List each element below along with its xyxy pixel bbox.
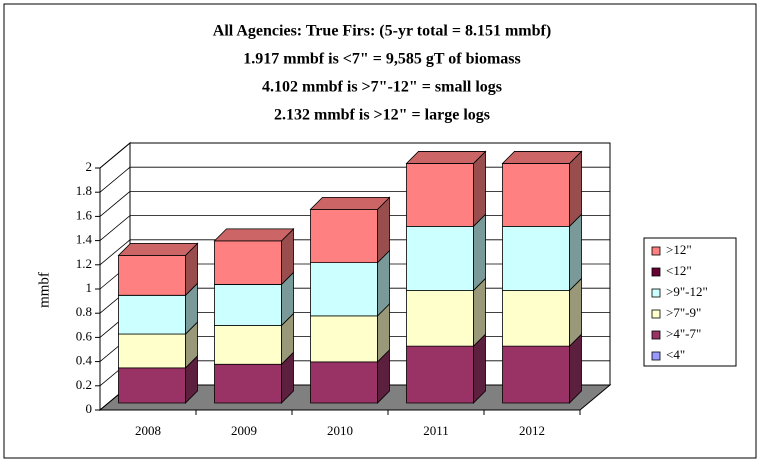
bar-segment	[310, 249, 390, 317]
bar-segment	[310, 302, 390, 363]
bar-segment	[310, 348, 390, 404]
legend-label: >12"	[666, 242, 692, 257]
bar-segment	[406, 150, 486, 228]
bar-segment	[118, 282, 198, 335]
bar-top	[117, 242, 199, 256]
y-tick-label: 1	[86, 280, 93, 295]
legend-label: <12"	[666, 263, 692, 278]
bar-segment	[118, 321, 198, 369]
y-tick-label: 1.8	[76, 183, 92, 198]
bar-segment	[118, 242, 198, 297]
bar-face	[473, 213, 486, 292]
bar-face	[118, 254, 186, 296]
bar-face	[406, 225, 474, 291]
y-tick-label: 0.2	[76, 377, 92, 392]
x-tick-label: 2010	[327, 423, 353, 438]
bar-face	[310, 262, 378, 317]
legend-label: >4"-7"	[666, 326, 701, 341]
bar-segment	[214, 312, 294, 366]
x-tick-label: 2008	[135, 423, 161, 438]
legend-swatch	[651, 309, 661, 319]
bar-face	[569, 150, 582, 228]
y-tick-label: 0	[86, 401, 93, 416]
bar-face	[118, 367, 186, 404]
bar-segment	[310, 196, 390, 264]
legend	[643, 237, 737, 367]
bar-face	[310, 208, 378, 264]
y-tick-label: 0.4	[76, 353, 93, 368]
y-tick-label: 1.2	[76, 256, 92, 271]
bar-segment	[502, 333, 582, 404]
y-tick-label: 0.6	[76, 328, 93, 343]
legend-swatch	[651, 246, 661, 256]
chart-subtitle: 2.132 mmbf is >12" = large logs	[274, 107, 490, 124]
x-tick-label: 2009	[231, 423, 257, 438]
bar-segment	[406, 333, 486, 404]
bar-face	[214, 325, 282, 365]
bar-top	[405, 151, 487, 164]
bar-segment	[214, 271, 294, 327]
bar-face	[406, 345, 474, 404]
y-tick-label: 0.8	[76, 304, 92, 319]
x-tick-label: 2012	[519, 423, 545, 438]
bar-face	[569, 213, 582, 292]
legend-swatch	[651, 351, 661, 361]
legend-swatch	[651, 267, 661, 277]
bar-face	[406, 290, 474, 347]
bar-face	[502, 163, 570, 227]
bar-face	[118, 294, 186, 335]
y-tick-label: 1.4	[76, 232, 93, 247]
x-tick-label: 2011	[423, 423, 449, 438]
bar-segment	[406, 277, 486, 348]
y-tick-label: 2	[86, 159, 93, 174]
bar-face	[502, 290, 570, 347]
bar-face	[406, 163, 474, 227]
bar-top	[309, 196, 391, 210]
chart-title: All Agencies: True Firs: (5-yr total = 8…	[213, 23, 551, 40]
chart-subtitle: 4.102 mmbf is >7"-12" = small logs	[262, 79, 502, 96]
grid-line	[99, 142, 610, 169]
legend-label: >7"-9"	[666, 305, 701, 320]
legend-label: <4"	[666, 347, 685, 362]
bar-face	[473, 150, 486, 228]
bar-face	[502, 345, 570, 404]
bar-top	[501, 151, 583, 164]
bar-top	[213, 228, 295, 242]
bar-segment	[406, 213, 486, 292]
bar-face	[214, 363, 282, 404]
legend-label: >9"-12"	[666, 284, 708, 299]
legend-swatch	[651, 288, 661, 298]
chart-subtitle: 1.917 mmbf is <7" = 9,585 gT of biomass	[243, 51, 521, 68]
bar-segment	[214, 227, 294, 286]
bar-face	[118, 333, 186, 369]
bar-face	[214, 240, 282, 285]
bar-face	[310, 361, 378, 404]
legend-swatch	[651, 330, 661, 340]
bar-face	[502, 225, 570, 291]
y-tick-label: 1.6	[76, 207, 93, 222]
bar-face	[214, 284, 282, 326]
bar-face	[310, 315, 378, 363]
y-axis-label: mmbf	[36, 272, 52, 308]
